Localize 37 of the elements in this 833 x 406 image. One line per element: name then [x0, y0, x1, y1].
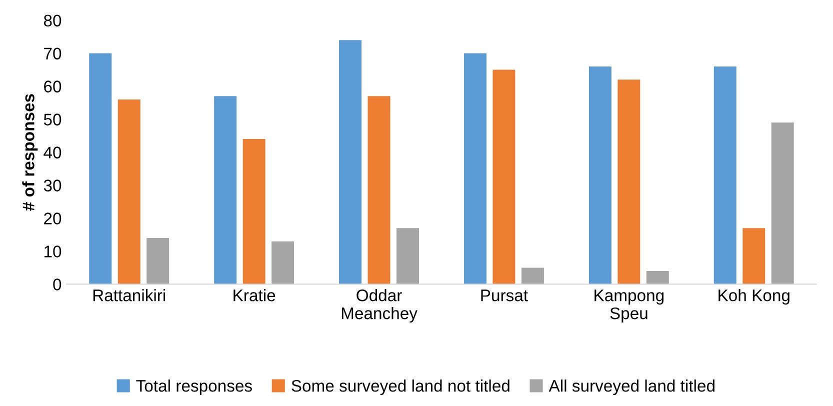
- y-tick-label: 20: [44, 212, 62, 224]
- bar: [89, 53, 112, 284]
- bar: [272, 241, 294, 284]
- bar: [214, 96, 237, 284]
- x-tick-label: Pursat: [481, 290, 528, 302]
- bar: [646, 271, 669, 284]
- bar: [714, 66, 736, 284]
- y-tick-label: 10: [44, 246, 62, 258]
- bar: [339, 40, 362, 284]
- bar: [242, 139, 266, 284]
- bar: [118, 99, 140, 284]
- y-axis-title: # of responses: [22, 94, 38, 211]
- x-tick-label: Kampong Speu: [594, 290, 664, 323]
- y-tick-label: 0: [53, 278, 62, 290]
- x-tick-label: Kratie: [234, 289, 276, 302]
- x-tick-label: Rattanikiri: [93, 289, 166, 302]
- legend-label: Total responses: [136, 380, 252, 396]
- y-tick-label: 60: [44, 80, 62, 92]
- bar: [492, 70, 516, 284]
- y-tick-label: 30: [44, 180, 62, 192]
- y-tick-label: 70: [44, 48, 62, 60]
- bar: [521, 268, 544, 284]
- bar: [146, 238, 170, 284]
- legend-label: Some surveyed land not titled: [292, 380, 510, 396]
- y-tick-label: 40: [44, 146, 62, 158]
- x-tick-label: Oddar Meanchey: [342, 289, 418, 323]
- bar: [588, 66, 612, 284]
- legend-label: All surveyed land titled: [548, 380, 714, 396]
- bar: [368, 96, 390, 284]
- y-tick-label: 50: [44, 114, 62, 126]
- bar: [742, 228, 766, 284]
- bar: [396, 228, 419, 284]
- bar: [618, 80, 640, 284]
- x-tick-label: Koh Kong: [718, 289, 790, 305]
- bar: [464, 53, 486, 284]
- bar: [771, 122, 794, 284]
- y-tick-label: 80: [44, 14, 62, 27]
